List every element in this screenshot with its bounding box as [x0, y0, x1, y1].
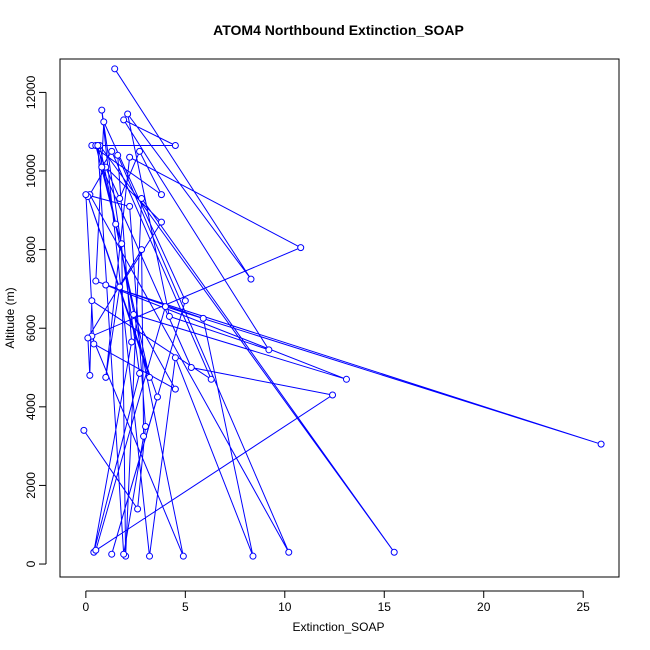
data-point [94, 141, 102, 149]
data-point [112, 220, 120, 228]
data-point [90, 340, 98, 348]
y-tick-label: 0 [24, 560, 38, 567]
data-point [136, 147, 144, 155]
data-point [102, 373, 110, 381]
data-point [187, 364, 195, 372]
y-tick-label: 2000 [24, 472, 38, 499]
data-point [161, 303, 169, 311]
data-point [179, 552, 187, 560]
data-point [297, 244, 305, 252]
data-points [80, 65, 605, 560]
data-point [128, 338, 136, 346]
data-point [118, 240, 126, 248]
y-tick-label: 12000 [24, 75, 38, 109]
data-point [130, 310, 138, 318]
data-point [88, 297, 96, 305]
data-point [146, 373, 154, 381]
data-point [120, 550, 128, 558]
y-tick-label: 8000 [24, 236, 38, 263]
y-axis: 0 2000 4000 6000 8000 10000 12000 [24, 75, 47, 567]
data-point [86, 371, 94, 379]
data-point [157, 191, 165, 199]
data-point [134, 505, 142, 513]
data-point [98, 106, 106, 114]
x-tick-label: 20 [477, 600, 491, 614]
data-point [199, 314, 207, 322]
data-point [80, 426, 88, 434]
data-point [207, 375, 215, 383]
data-point [126, 153, 134, 161]
data-point [171, 141, 179, 149]
data-point [329, 391, 337, 399]
data-point [116, 195, 124, 203]
chart-title: ATOM4 Northbound Extinction_SOAP [213, 22, 464, 38]
data-point [98, 163, 106, 171]
data-point [146, 552, 154, 560]
data-point [138, 195, 146, 203]
data-point [108, 147, 116, 155]
data-point [114, 151, 122, 159]
x-tick-label: 15 [378, 600, 392, 614]
data-point [126, 202, 134, 210]
data-point [136, 369, 144, 377]
data-point [120, 116, 128, 124]
y-axis-label: Altitude (m) [3, 287, 17, 348]
data-point [84, 334, 92, 342]
data-point [82, 191, 90, 199]
data-point [265, 346, 273, 354]
data-point [124, 110, 132, 118]
data-point [597, 440, 605, 448]
data-point [247, 275, 255, 283]
series-line [83, 68, 602, 557]
data-point [157, 218, 165, 226]
data-point [153, 393, 161, 401]
data-point [108, 550, 116, 558]
y-tick-label: 10000 [24, 154, 38, 188]
data-point [116, 283, 124, 291]
data-point [138, 246, 146, 254]
data-point [285, 548, 293, 556]
x-tick-label: 10 [278, 600, 292, 614]
data-point [92, 277, 100, 285]
data-point [171, 385, 179, 393]
data-point [181, 297, 189, 305]
x-tick-label: 5 [182, 600, 189, 614]
data-point [92, 546, 100, 554]
data-point [100, 118, 108, 126]
data-point [249, 552, 257, 560]
y-tick-label: 6000 [24, 315, 38, 342]
y-tick-label: 4000 [24, 393, 38, 420]
x-axis-label: Extinction_SOAP [292, 620, 384, 634]
data-point [142, 422, 150, 430]
x-tick-label: 0 [83, 600, 90, 614]
data-point [140, 432, 148, 440]
x-tick-label: 25 [577, 600, 591, 614]
data-point [171, 354, 179, 362]
data-point [390, 548, 398, 556]
data-point [111, 65, 119, 73]
x-axis: 0 5 10 15 20 25 [83, 590, 591, 614]
data-point [102, 281, 110, 289]
plot-frame [59, 58, 620, 578]
data-point [342, 375, 350, 383]
data-point [165, 312, 173, 320]
